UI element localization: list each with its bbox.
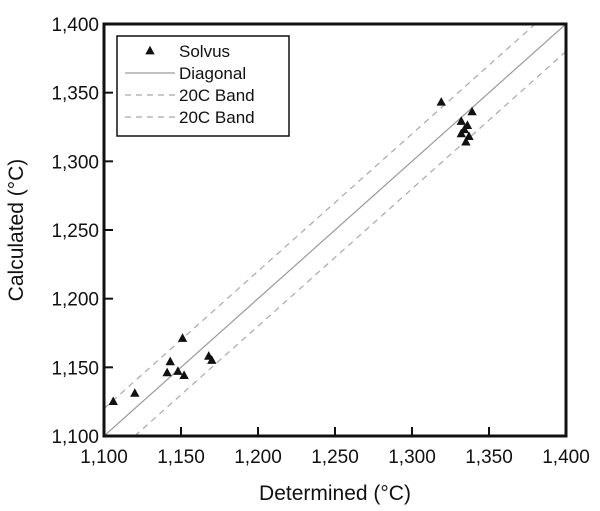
y-tick-label: 1,200 bbox=[51, 290, 99, 311]
solvus-point-6 bbox=[179, 370, 189, 379]
legend-entry-2: 20C Band bbox=[125, 86, 255, 105]
diagonal-line bbox=[104, 24, 566, 436]
y-tick-label: 1,300 bbox=[51, 152, 99, 173]
x-tick-label: 1,100 bbox=[80, 447, 128, 468]
legend-triangle-icon bbox=[145, 45, 155, 55]
y-tick-label: 1,400 bbox=[51, 15, 99, 36]
solvus-point-8 bbox=[207, 355, 217, 364]
y-tick-label: 1,350 bbox=[51, 84, 99, 105]
solvus-point-16 bbox=[467, 106, 477, 116]
solvus-point-9 bbox=[436, 97, 446, 106]
legend-box bbox=[116, 35, 290, 137]
solvus-point-15 bbox=[464, 131, 474, 140]
x-tick-label: 1,250 bbox=[311, 447, 359, 468]
legend-entry-3: 20C Band bbox=[125, 108, 255, 127]
x-tick-label: 1,350 bbox=[465, 447, 513, 468]
solvus-point-2 bbox=[162, 367, 172, 377]
legend-label: 20C Band bbox=[179, 86, 255, 105]
data-points bbox=[108, 97, 477, 406]
solvus-point-4 bbox=[173, 366, 183, 375]
legend: Solvus Diagonal 20C Band 20C Band bbox=[116, 35, 290, 137]
solvus-point-14 bbox=[462, 120, 473, 130]
solvus-point-3 bbox=[165, 356, 175, 366]
x-axis-title: Determined (°C) bbox=[259, 482, 411, 505]
y-axis-ticks: 1,100 1,150 1,200 1,250 1,300 1,350 1,400 bbox=[51, 15, 113, 448]
solvus-point-13 bbox=[461, 136, 471, 146]
y-tick-label: 1,250 bbox=[51, 221, 99, 242]
band-line-3 bbox=[134, 51, 566, 436]
legend-label: Solvus bbox=[179, 42, 230, 61]
x-tick-label: 1,400 bbox=[542, 447, 590, 468]
band-line-2 bbox=[104, 24, 536, 409]
solvus-point-5 bbox=[177, 333, 188, 342]
y-tick-label: 1,100 bbox=[51, 427, 99, 448]
series-lines bbox=[104, 24, 566, 436]
x-axis-ticks: 1,100 1,150 1,200 1,250 1,300 1,350 1,400 bbox=[80, 427, 590, 468]
y-axis-title: Calculated (°C) bbox=[5, 159, 28, 302]
x-tick-label: 1,150 bbox=[157, 447, 205, 468]
legend-label: Diagonal bbox=[179, 64, 246, 83]
solvus-point-10 bbox=[456, 116, 466, 125]
x-tick-label: 1,300 bbox=[388, 447, 436, 468]
legend-entry-0: Solvus bbox=[145, 42, 230, 61]
solvus-point-1 bbox=[130, 388, 140, 397]
y-tick-label: 1,150 bbox=[51, 358, 99, 379]
legend-entry-1: Diagonal bbox=[125, 64, 246, 83]
solvus-point-0 bbox=[108, 396, 118, 406]
legend-label: 20C Band bbox=[179, 108, 255, 127]
x-tick-label: 1,200 bbox=[234, 447, 282, 468]
